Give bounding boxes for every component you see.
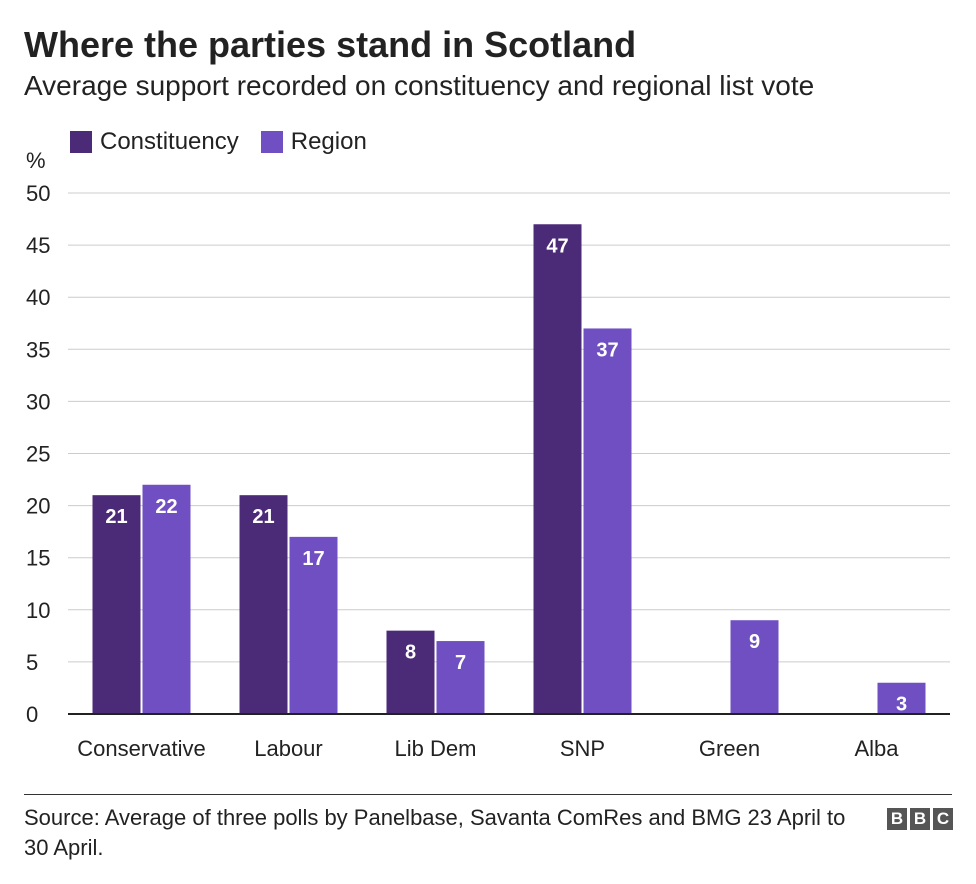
x-tick-label: Lib Dem	[395, 736, 477, 761]
x-tick-label: SNP	[560, 736, 605, 761]
source-note: Source: Average of three polls by Panelb…	[24, 805, 846, 860]
bar-region-green	[730, 620, 779, 714]
y-tick-label: 20	[26, 494, 50, 519]
y-tick-label: 15	[26, 546, 50, 571]
data-label: 21	[252, 506, 274, 528]
legend-label-constituency: Constituency	[100, 128, 239, 155]
x-tick-label: Labour	[254, 736, 323, 761]
data-label: 7	[455, 652, 466, 674]
bar-constituency-conservative	[92, 495, 141, 714]
bar-region-conservative	[142, 484, 191, 714]
legend-item-constituency: Constituency	[70, 128, 239, 156]
y-tick-label: 35	[26, 337, 50, 362]
y-tick-label: 30	[26, 389, 50, 414]
legend-label-region: Region	[290, 128, 367, 155]
bar-constituency-labour	[239, 495, 288, 714]
data-label: 3	[896, 694, 907, 716]
y-tick-label: 45	[26, 233, 50, 258]
data-label: 9	[749, 631, 760, 653]
y-axis-label: %	[26, 148, 46, 173]
data-label: 21	[105, 506, 127, 528]
y-tick-label: 10	[26, 598, 50, 623]
bar-region-alba	[877, 682, 926, 714]
bar-region-snp	[583, 328, 632, 714]
gridlines	[68, 192, 950, 663]
y-tick-label: 25	[26, 442, 50, 467]
legend-swatch-region	[260, 131, 283, 153]
legend-swatch-constituency	[70, 131, 92, 153]
data-label: 47	[546, 235, 568, 257]
x-axis-ticks: Conservative Labour Lib Dem SNP Green Alba	[77, 736, 899, 761]
x-tick-label: Green	[699, 736, 760, 761]
bbc-logo-letter: B	[910, 808, 930, 830]
bars: 21 22 21 17 8 7 47 37 9 3	[92, 224, 926, 716]
x-tick-label: Alba	[854, 736, 899, 761]
footer-divider	[24, 794, 952, 795]
bar-constituency-snp	[533, 224, 582, 714]
chart-subtitle: Average support recorded on constituency…	[24, 70, 815, 101]
data-label: 8	[405, 642, 416, 664]
y-tick-label: 40	[26, 285, 50, 310]
bbc-logo: B B C	[884, 808, 953, 830]
bar-region-labour	[289, 536, 338, 714]
y-tick-label: 0	[26, 702, 38, 727]
y-axis-ticks: 0 5 10 15 20 25 30 35 40 45 50	[26, 181, 50, 727]
chart-title: Where the parties stand in Scotland	[24, 24, 637, 65]
bbc-logo-letter: C	[933, 808, 953, 830]
legend: Constituency Region	[70, 128, 389, 156]
bar-constituency-lib-dem	[386, 630, 435, 714]
data-label: 22	[155, 496, 177, 518]
bar-region-lib-dem	[436, 641, 485, 714]
y-tick-label: 5	[26, 650, 38, 675]
data-label: 37	[596, 339, 618, 361]
x-tick-label: Conservative	[77, 736, 205, 761]
data-label: 17	[302, 548, 324, 570]
bbc-logo-letter: B	[887, 808, 907, 830]
legend-item-region: Region	[260, 128, 367, 156]
y-tick-label: 50	[26, 181, 50, 206]
